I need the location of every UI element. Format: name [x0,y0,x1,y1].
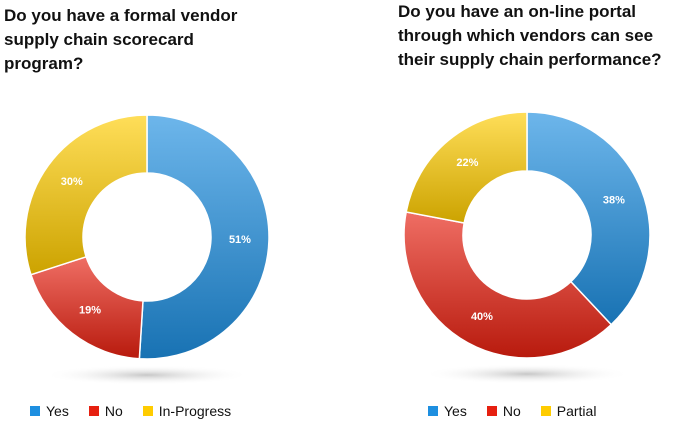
legend-label-no: No [502,403,521,419]
legend-label-yes: Yes [46,403,69,419]
slice-yes-label: 38% [603,194,625,206]
donut-chart-portal: 38% 40% 22% [403,111,651,384]
legend-item-yes: Yes [30,403,69,419]
donut-chart-scorecard: 51% 19% 30% [24,114,270,385]
slice-no [403,211,613,359]
slice-in-progress [24,114,148,276]
slice-in-progress-label: 30% [61,176,83,188]
legend-label-partial: Partial [556,403,597,419]
legend-swatch-yes [428,406,438,416]
legend-swatch-in-progress [142,406,153,416]
legend-swatch-yes [30,406,40,416]
legend-swatch-no [486,406,497,416]
slice-yes-label: 51% [229,234,251,246]
legend-item-partial: Partial [540,403,597,419]
slice-partial-label: 22% [456,157,478,169]
slice-partial [405,111,528,224]
legend-swatch-no [88,406,99,416]
slice-yes [526,111,651,326]
slice-yes [138,114,270,360]
slice-no-label: 19% [79,304,101,316]
legend-item-no: No [486,403,521,419]
donut-shadow [43,365,251,385]
legend-item-in-progress: In-Progress [142,403,232,419]
legend-swatch-partial [540,406,551,416]
legend-label-in-progress: In-Progress [158,403,232,419]
legend-label-yes: Yes [444,403,467,419]
legend-item-no: No [88,403,123,419]
legend-portal: Yes No Partial [428,403,616,419]
slice-no-label: 40% [471,311,493,323]
donut-shadow [422,364,632,384]
legend-label-no: No [104,403,123,419]
chart-title-scorecard: Do you have a formal vendor supply chain… [4,6,238,73]
legend-scorecard: Yes No In-Progress [30,403,251,419]
chart-title-portal: Do you have an on-line portal through wh… [398,2,662,69]
legend-item-yes: Yes [428,403,467,419]
